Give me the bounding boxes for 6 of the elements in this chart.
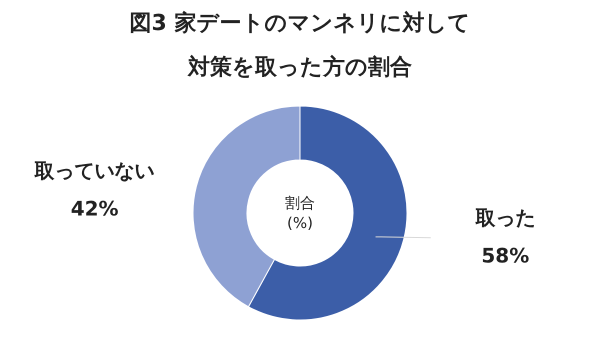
- slice-label: 取った: [474, 206, 536, 230]
- data-label: 58%: [481, 244, 530, 268]
- text: 割合 (%): [285, 194, 315, 232]
- slice-label: 取っていない: [34, 158, 155, 182]
- chart-title: 図3 家デートのマンネリに対して対策を取った方の割合: [130, 10, 470, 80]
- data-label: 42%: [70, 196, 119, 220]
